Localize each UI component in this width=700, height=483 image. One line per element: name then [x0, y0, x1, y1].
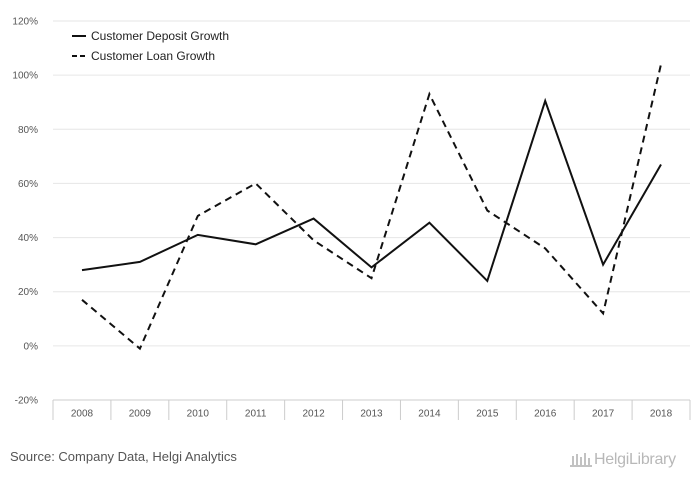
source-note: Source: Company Data, Helgi Analytics — [10, 449, 237, 464]
grid-layer — [53, 20, 690, 347]
x-tick-label: 2008 — [71, 409, 94, 420]
x-tick-label: 2014 — [418, 409, 441, 420]
helgi-library-logo: HelgiLibrary — [568, 448, 692, 472]
y-tick-label: 60% — [18, 179, 38, 190]
y-tick-label: 40% — [18, 233, 38, 244]
x-tick-label: 2015 — [476, 409, 499, 420]
x-tick-label: 2009 — [129, 409, 152, 420]
brand-name: HelgiLibrary — [594, 451, 676, 468]
y-tick-label: -20% — [15, 396, 38, 407]
y-tick-label: 100% — [12, 71, 38, 82]
library-building-icon — [570, 453, 592, 467]
x-tick-label: 2011 — [245, 409, 267, 420]
x-tick-label: 2016 — [534, 409, 557, 420]
chart-svg: -20% 0% 20% 40% 60% 80% 100% 120% 2008 2009 2010 20… — [12, 17, 691, 420]
legend: Customer Deposit Growth Customer Loan Gro… — [72, 29, 229, 63]
legend-label: Customer Deposit Growth — [91, 29, 229, 43]
series-layer — [81, 64, 662, 351]
y-tick-label: 120% — [12, 17, 38, 28]
x-tick-label: 2017 — [592, 409, 615, 420]
series-line-loan-growth — [81, 64, 662, 351]
y-tick-label: 20% — [18, 287, 38, 298]
x-tick-label: 2013 — [360, 409, 383, 420]
axis-layer: -20% 0% 20% 40% 60% 80% 100% 120% 2008 2009 2010 20… — [12, 17, 691, 420]
y-tick-label: 0% — [24, 341, 39, 352]
x-tick-label: 2012 — [302, 409, 325, 420]
series-line-deposit-growth — [81, 97, 662, 283]
x-tick-label: 2010 — [187, 409, 210, 420]
x-tick-label: 2018 — [650, 409, 673, 420]
legend-label: Customer Loan Growth — [91, 49, 215, 63]
y-tick-label: 80% — [18, 125, 38, 136]
